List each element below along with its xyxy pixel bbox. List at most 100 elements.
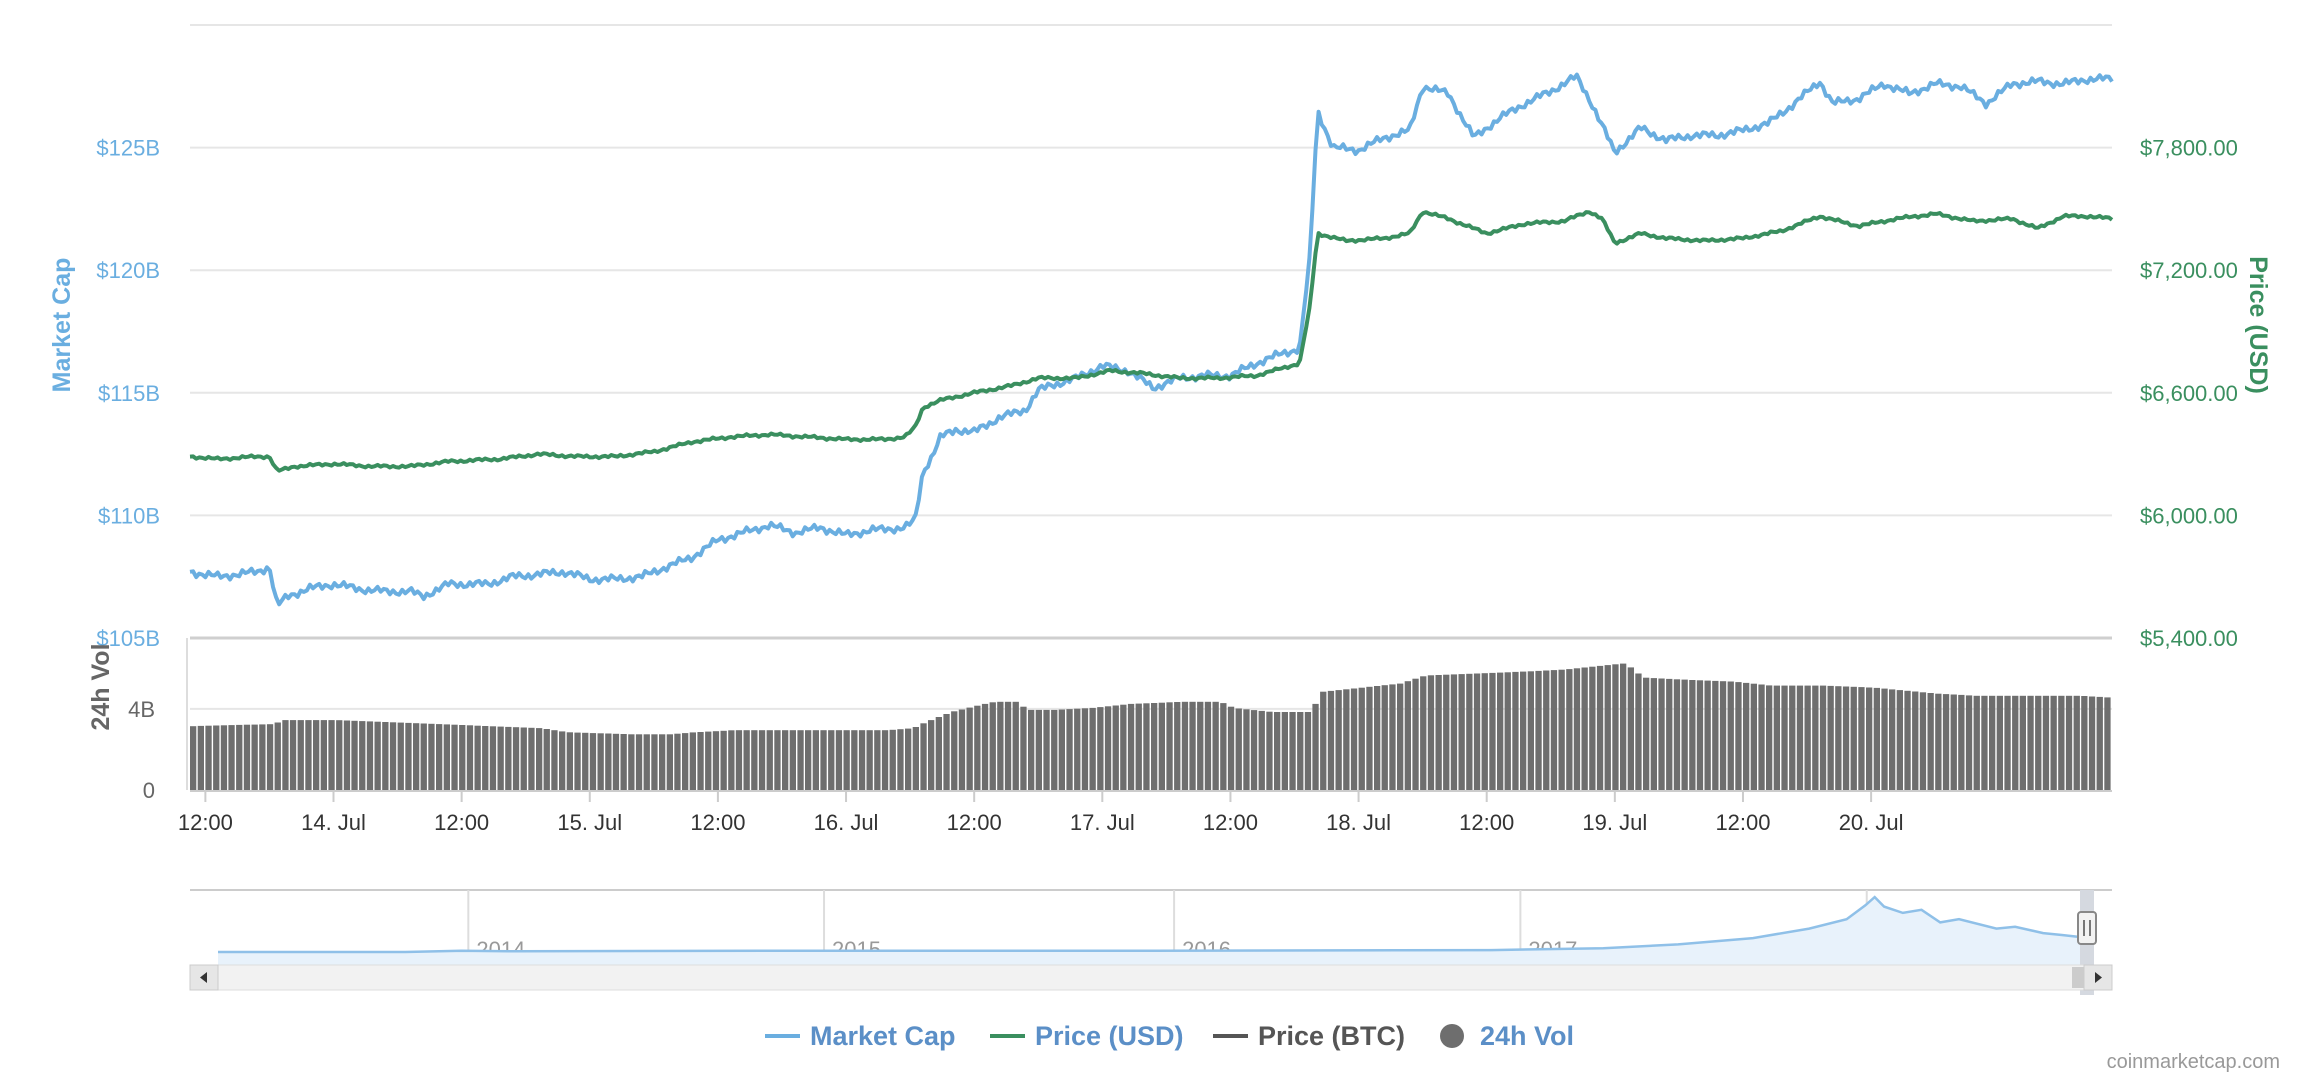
legend-item[interactable]: Price (USD) [990,1021,1184,1051]
volume-bar [190,726,197,790]
volume-bar [958,709,966,790]
x-tick-label: 19. Jul [1582,810,1647,835]
volume-bar [989,702,996,790]
volume-bar [1197,701,1204,790]
navigator-handle[interactable] [2077,911,2097,945]
volume-bar [359,721,366,790]
volume-bar [974,705,981,790]
volume-bar [881,730,889,790]
volume-bar [2096,696,2103,790]
volume-bar [597,733,604,790]
x-tick-label: 12:00 [1459,810,1514,835]
volume-bar [397,722,404,790]
volume-bar [1220,703,1227,790]
volume-bar [735,730,743,790]
volume-bar [259,724,266,790]
volume-bar [2035,695,2042,790]
volume-bar [505,726,512,790]
volume-bar [282,720,289,790]
volume-bar [420,723,427,790]
volume-bar [428,723,435,790]
volume-bar [889,729,896,790]
volume-tick-label: 4B [128,697,155,722]
volume-bar [1881,688,1888,790]
volume-bar [1112,705,1119,790]
volume-bar [213,725,220,790]
volume-bar [2042,695,2050,790]
volume-bar [612,733,620,790]
volume-bar [820,730,827,790]
volume-bar [197,725,204,790]
volume-bar [274,722,281,790]
right-tick-label: $7,200.00 [2140,258,2238,283]
volume-bar [2104,697,2111,790]
volume-bar [682,733,689,790]
volume-bar [912,727,919,790]
right-tick-label: $6,600.00 [2140,381,2238,406]
left-tick-label: $120B [96,258,160,283]
volume-bar [797,730,804,790]
volume-bar [697,732,704,790]
volume-bar [1389,684,1396,790]
volume-bar [1397,683,1404,790]
volume-bar [1089,707,1096,790]
volume-bar [543,729,550,790]
volume-bar [466,725,474,790]
volume-bar [220,725,228,790]
x-tick-label: 12:00 [1203,810,1258,835]
volume-bar [1158,702,1165,790]
volume-bar [1735,682,1742,790]
volume-bar [897,729,904,790]
volume-bar [1458,674,1465,790]
volume-bar [574,732,581,790]
volume-bar [1497,672,1504,790]
left-tick-label: $110B [98,503,160,528]
volume-bar [1120,704,1127,790]
volume-bar [689,732,696,790]
volume-bar [205,725,212,790]
legend: Market Cap Price (USD) Price (BTC) 24h Vol [765,1021,1574,1051]
volume-bar [1689,680,1696,790]
volume-bar [1504,672,1511,790]
volume-bar [1965,695,1973,790]
volume-bar [1427,675,1435,790]
volume-bar [828,730,835,790]
x-tick-label: 12:00 [1715,810,1770,835]
volume-bar [1028,709,1035,790]
volume-bar [674,733,681,790]
x-tick-label: 12:00 [434,810,489,835]
legend-item[interactable]: 24h Vol [1440,1021,1574,1051]
volume-bar [1135,703,1142,790]
volume-bar [805,730,812,790]
volume-bar [1835,686,1842,790]
volume-bar [1543,670,1550,790]
volume-bar [1058,709,1065,790]
left-tick-label: $105B [96,626,160,651]
volume-bar [1566,669,1573,790]
volume-bar [559,731,566,790]
volume-bar [1366,686,1373,790]
left-tick-label: $125B [96,136,160,161]
volume-bar [566,732,573,790]
volume-bar [2065,695,2073,790]
volume-bar [659,734,666,790]
credit-label[interactable]: coinmarketcap.com [2107,1051,2280,1072]
x-tick-label: 12:00 [947,810,1002,835]
volume-bar [1635,673,1642,790]
price-usd-line [189,210,2114,473]
volume-bar [1327,690,1335,790]
range-navigator[interactable]: 20142015201620172018 [189,889,2113,995]
volume-bar [1343,689,1350,790]
volume-bar [1973,695,1980,790]
right-axis-title: Price (USD) [2244,256,2272,394]
legend-item[interactable]: Price (BTC) [1213,1021,1405,1051]
volume-bar [643,734,650,790]
legend-item[interactable]: Market Cap [765,1021,956,1051]
volume-bar [951,711,958,790]
volume-bar [1443,674,1450,790]
volume-bar [635,734,643,790]
volume-bar [1074,708,1081,790]
volume-bar [1766,685,1773,790]
volume-bar [520,727,527,790]
volume-bar [1189,701,1196,790]
